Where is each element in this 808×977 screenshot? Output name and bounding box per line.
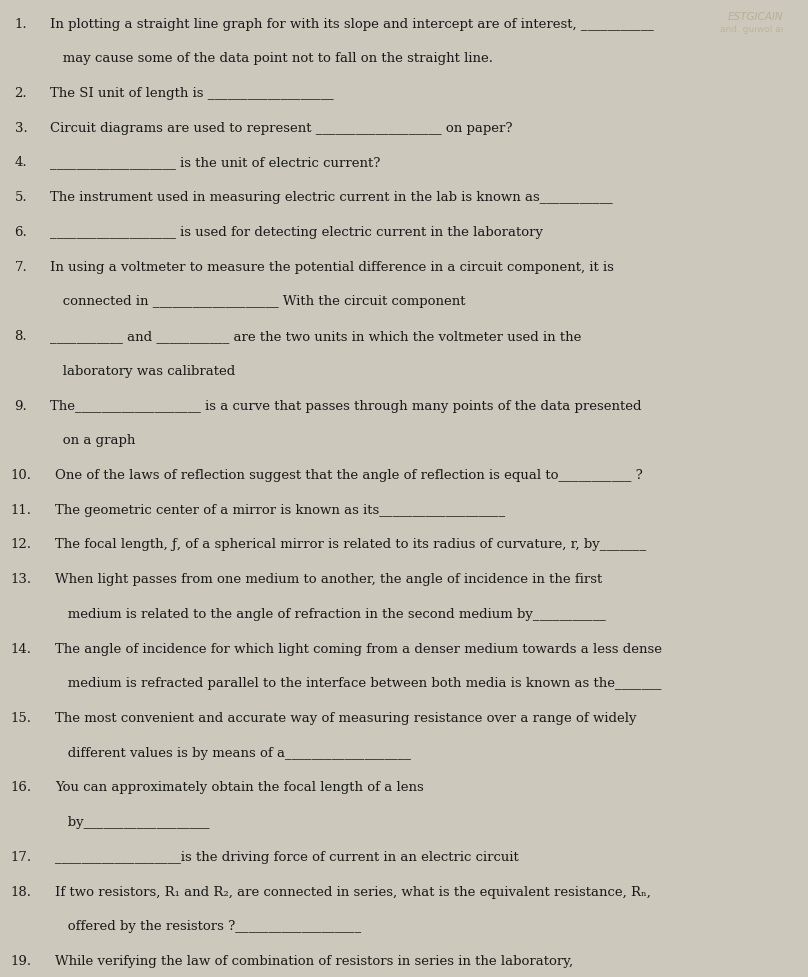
Text: 8.: 8. <box>15 329 27 343</box>
Text: 16.: 16. <box>11 781 32 793</box>
Text: The geometric center of a mirror is known as its___________________: The geometric center of a mirror is know… <box>55 503 505 516</box>
Text: If two resistors, R₁ and R₂, are connected in series, what is the equivalent res: If two resistors, R₁ and R₂, are connect… <box>55 884 650 898</box>
Text: The___________________ is a curve that passes through many points of the data pr: The___________________ is a curve that p… <box>50 399 642 412</box>
Text: Circuit diagrams are used to represent ___________________ on paper?: Circuit diagrams are used to represent _… <box>50 122 512 135</box>
Text: 4.: 4. <box>15 156 27 169</box>
Text: connected in ___________________ With the circuit component: connected in ___________________ With th… <box>50 295 465 308</box>
Text: on a graph: on a graph <box>50 434 136 446</box>
Text: ESTGICAIN: ESTGICAIN <box>728 12 784 21</box>
Text: by___________________: by___________________ <box>55 815 209 828</box>
Text: 18.: 18. <box>11 884 32 898</box>
Text: 11.: 11. <box>11 503 32 516</box>
Text: In plotting a straight line graph for with its slope and intercept are of intere: In plotting a straight line graph for wi… <box>50 18 654 30</box>
Text: 12.: 12. <box>11 537 32 551</box>
Text: The focal length, ƒ, of a spherical mirror is related to its radius of curvature: The focal length, ƒ, of a spherical mirr… <box>55 537 646 551</box>
Text: may cause some of the data point not to fall on the straight line.: may cause some of the data point not to … <box>50 52 493 65</box>
Text: 14.: 14. <box>11 642 32 655</box>
Text: 6.: 6. <box>15 226 27 238</box>
Text: In using a voltmeter to measure the potential difference in a circuit component,: In using a voltmeter to measure the pote… <box>50 260 614 274</box>
Text: The SI unit of length is ___________________: The SI unit of length is _______________… <box>50 87 334 100</box>
Text: 19.: 19. <box>11 954 32 967</box>
Text: The instrument used in measuring electric current in the lab is known as________: The instrument used in measuring electri… <box>50 191 612 204</box>
Text: One of the laws of reflection suggest that the angle of reflection is equal to__: One of the laws of reflection suggest th… <box>55 468 642 482</box>
Text: When light passes from one medium to another, the angle of incidence in the firs: When light passes from one medium to ano… <box>55 573 602 585</box>
Text: 1.: 1. <box>15 18 27 30</box>
Text: medium is refracted parallel to the interface between both media is known as the: medium is refracted parallel to the inte… <box>55 676 661 690</box>
Text: ___________________is the driving force of current in an electric circuit: ___________________is the driving force … <box>55 850 519 863</box>
Text: different values is by means of a___________________: different values is by means of a_______… <box>55 745 410 759</box>
Text: laboratory was calibrated: laboratory was calibrated <box>50 364 235 377</box>
Text: medium is related to the angle of refraction in the second medium by___________: medium is related to the angle of refrac… <box>55 607 606 620</box>
Text: You can approximately obtain the focal length of a lens: You can approximately obtain the focal l… <box>55 781 423 793</box>
Text: 10.: 10. <box>11 468 32 482</box>
Text: The angle of incidence for which light coming from a denser medium towards a les: The angle of incidence for which light c… <box>55 642 662 655</box>
Text: and. guıwol aı: and. guıwol aı <box>721 25 784 34</box>
Text: 7.: 7. <box>15 260 27 274</box>
Text: 15.: 15. <box>11 711 32 724</box>
Text: The most convenient and accurate way of measuring resistance over a range of wid: The most convenient and accurate way of … <box>55 711 637 724</box>
Text: 13.: 13. <box>11 573 32 585</box>
Text: ___________ and ___________ are the two units in which the voltmeter used in the: ___________ and ___________ are the two … <box>50 329 582 343</box>
Text: 5.: 5. <box>15 191 27 204</box>
Text: ___________________ is used for detecting electric current in the laboratory: ___________________ is used for detectin… <box>50 226 543 238</box>
Text: 17.: 17. <box>11 850 32 863</box>
Text: ___________________ is the unit of electric current?: ___________________ is the unit of elect… <box>50 156 381 169</box>
Text: 3.: 3. <box>15 122 27 135</box>
Text: 9.: 9. <box>15 399 27 412</box>
Text: 2.: 2. <box>15 87 27 100</box>
Text: offered by the resistors ?___________________: offered by the resistors ?______________… <box>55 919 361 932</box>
Text: While verifying the law of combination of resistors in series in the laboratory,: While verifying the law of combination o… <box>55 954 573 967</box>
